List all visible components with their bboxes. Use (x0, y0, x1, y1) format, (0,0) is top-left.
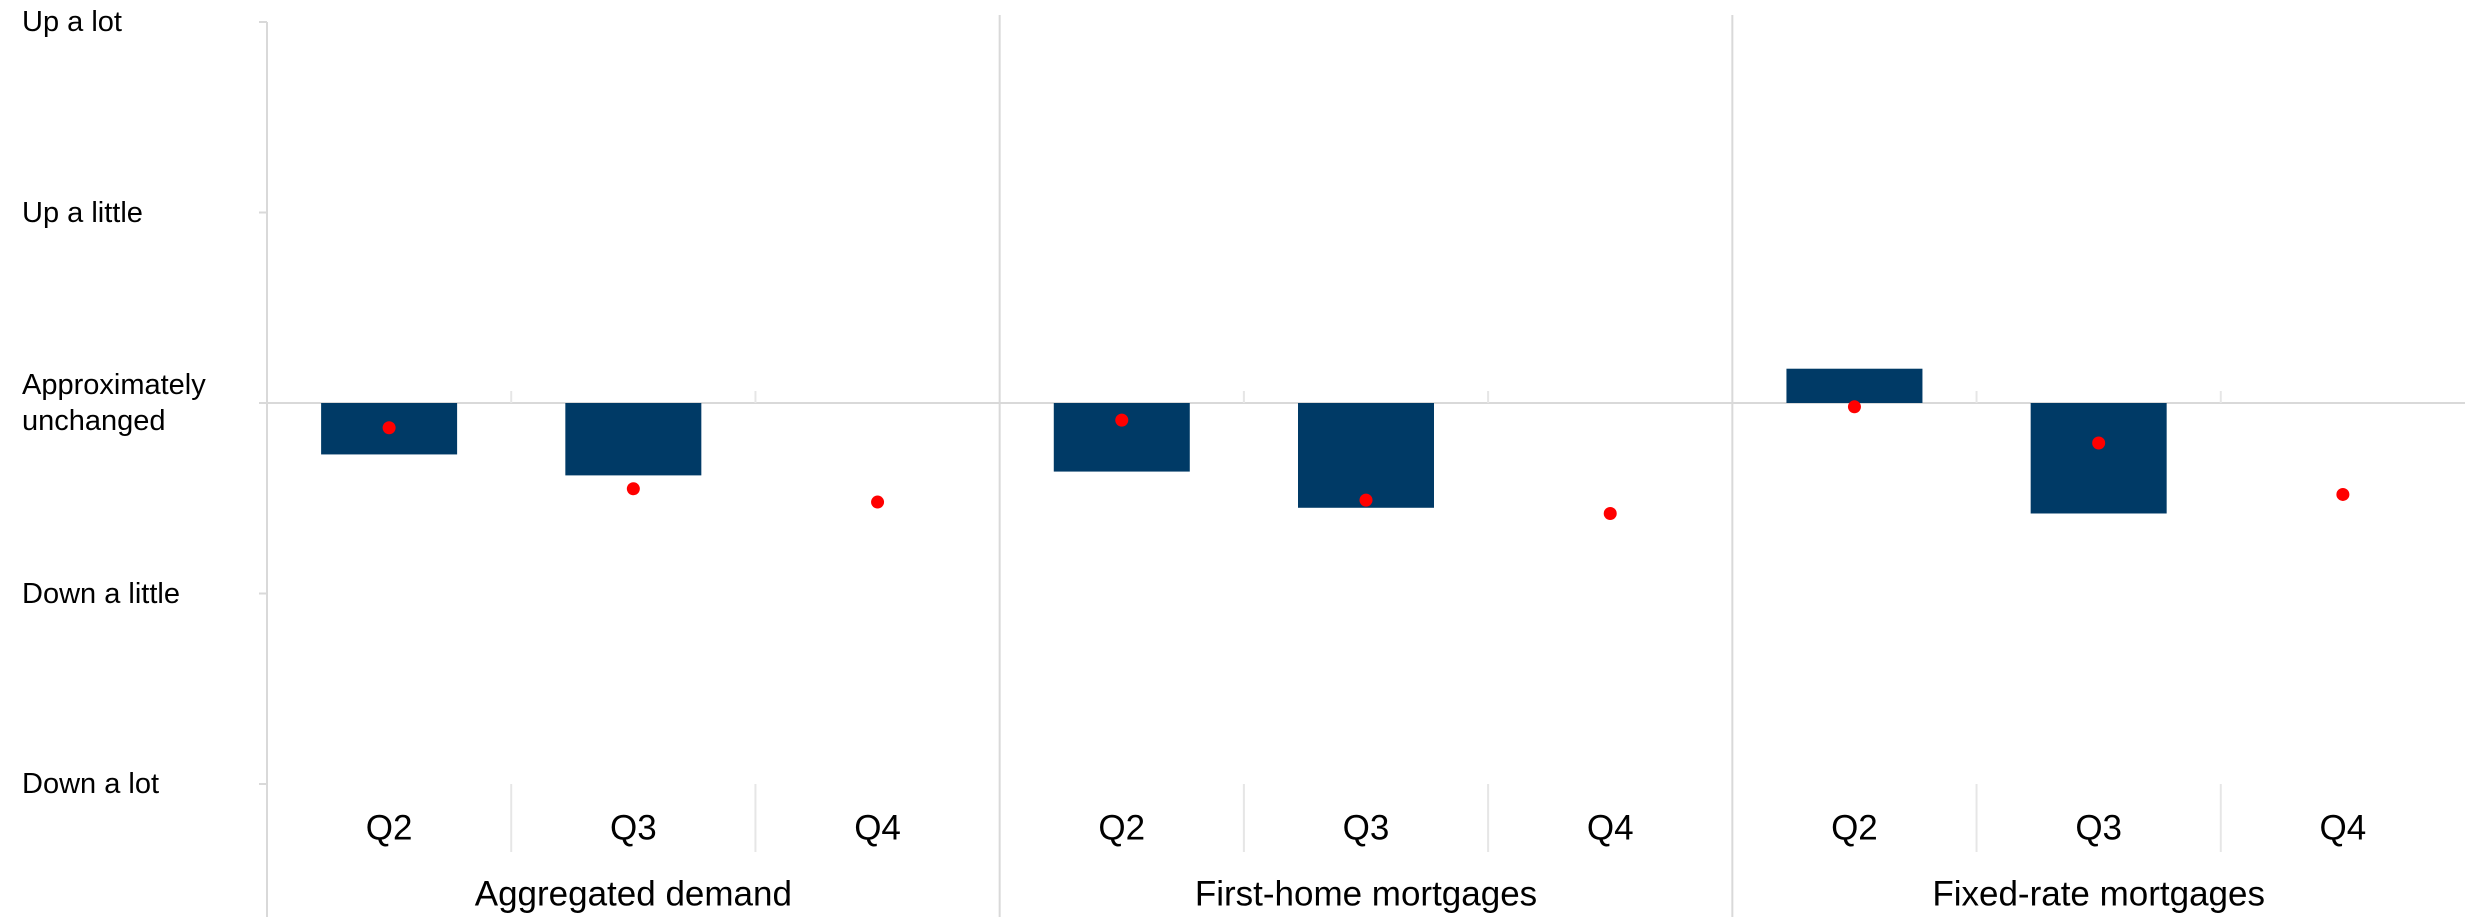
group-label: Aggregated demand (475, 874, 792, 913)
x-tick-label: Q2 (366, 808, 413, 847)
x-tick-label: Q3 (2075, 808, 2122, 847)
dot (382, 421, 396, 435)
y-tick-label: Down a little (22, 577, 180, 610)
x-tick-label: Q4 (2320, 808, 2367, 847)
bar (1298, 403, 1434, 508)
group-label: First-home mortgages (1195, 874, 1537, 913)
bar (1786, 368, 1923, 403)
dot (626, 482, 640, 496)
group-label: Fixed-rate mortgages (1932, 874, 2265, 913)
x-tick-label: Q4 (1587, 808, 1634, 847)
x-tick-label: Q3 (1343, 808, 1390, 847)
dot (1359, 493, 1373, 507)
bar (1053, 403, 1190, 472)
dot (1115, 413, 1129, 427)
x-tick-label: Q3 (610, 808, 657, 847)
y-tick-label: Down a lot (22, 768, 160, 800)
dot (871, 495, 885, 509)
x-tick-label: Q2 (1831, 808, 1878, 847)
dot (1847, 400, 1861, 414)
x-tick-label: Q4 (854, 808, 901, 847)
y-tick-label: Approximately unchanged (22, 369, 206, 437)
bar (565, 403, 702, 476)
dot (2092, 436, 2106, 450)
bar (2030, 403, 2167, 514)
y-tick-label: Up a little (22, 196, 143, 229)
dot (2336, 487, 2350, 501)
x-tick-label: Q2 (1098, 808, 1145, 847)
dot (1603, 506, 1617, 520)
y-tick-label: Up a lot (22, 6, 122, 38)
